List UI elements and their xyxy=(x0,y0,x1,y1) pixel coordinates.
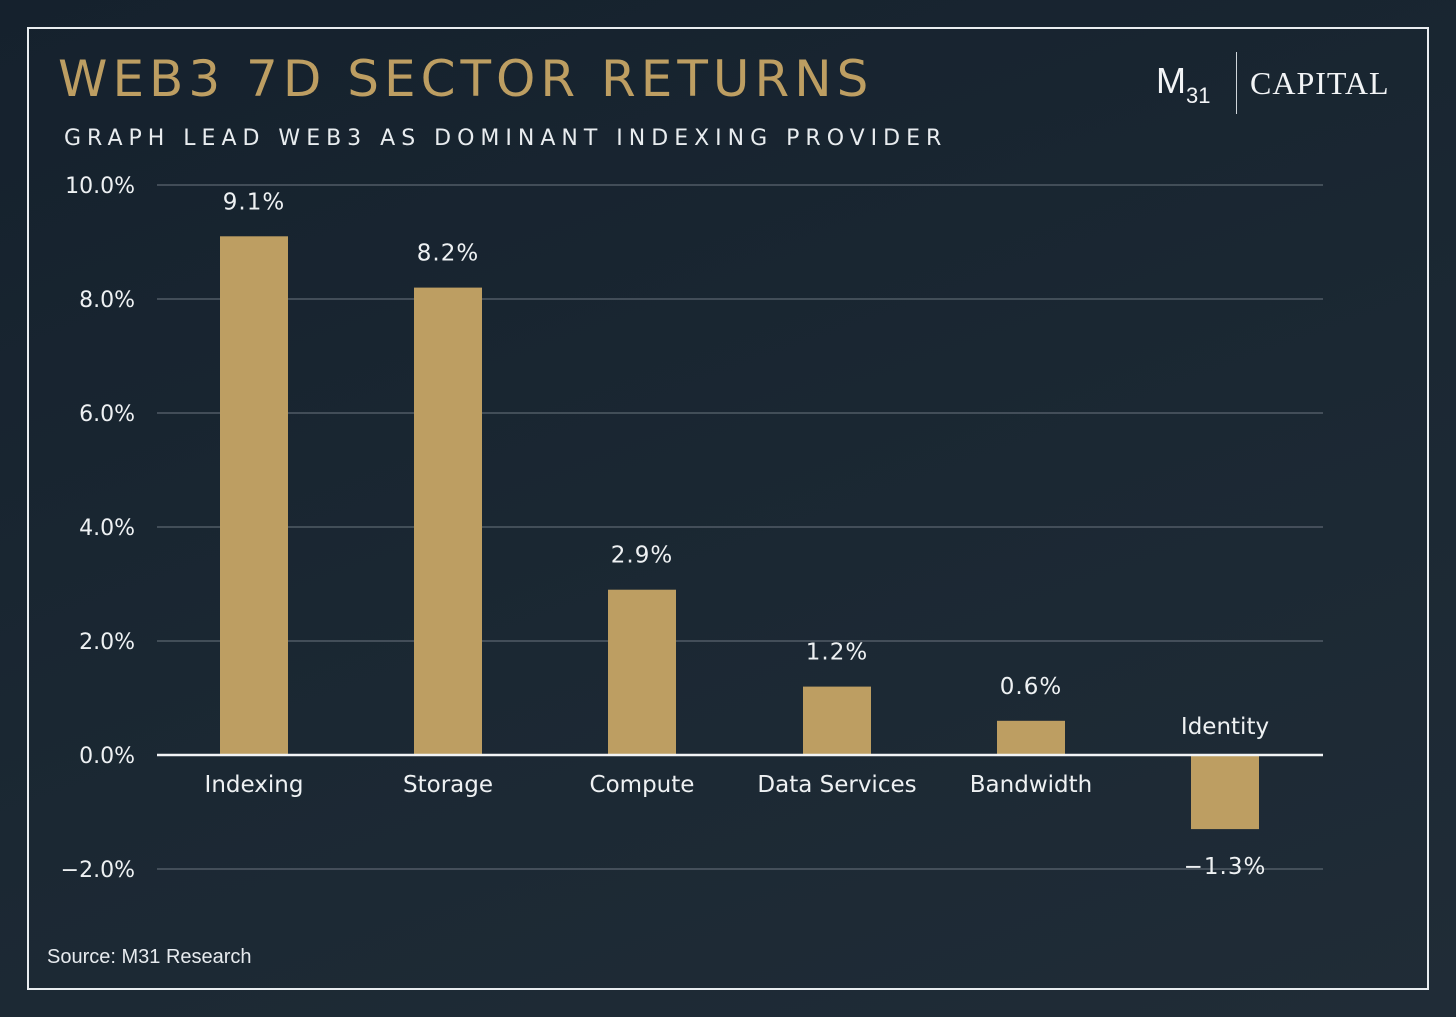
data-label: −1.3% xyxy=(1184,854,1267,880)
y-tick-label: 4.0% xyxy=(79,516,135,541)
data-label: 0.6% xyxy=(1000,674,1062,700)
logo-wordmark: CAPITAL xyxy=(1250,65,1390,101)
x-category-label: Storage xyxy=(403,772,493,798)
data-label: 1.2% xyxy=(806,640,868,666)
x-category-label: Bandwidth xyxy=(970,772,1092,798)
logo-mark-letter: M xyxy=(1156,60,1186,101)
x-category-label: Compute xyxy=(590,772,695,798)
data-label: 9.1% xyxy=(223,189,285,215)
bar xyxy=(220,236,288,756)
source-note: Source: M31 Research xyxy=(47,946,252,968)
bar xyxy=(1191,755,1259,830)
bar xyxy=(414,287,482,755)
logo-divider xyxy=(1236,52,1237,114)
data-label: 2.9% xyxy=(611,543,673,569)
m31-capital-logo: M31 CAPITAL xyxy=(1156,52,1396,116)
chart-subtitle: GRAPH LEAD WEB3 AS DOMINANT INDEXING PRO… xyxy=(64,126,948,151)
y-tick-label: 0.0% xyxy=(79,744,135,769)
frame-border xyxy=(27,27,1429,990)
data-label: 8.2% xyxy=(417,241,479,267)
x-category-label: Indexing xyxy=(205,772,304,798)
y-tick-label: 10.0% xyxy=(65,174,135,199)
bar xyxy=(803,686,871,755)
bar xyxy=(608,589,676,755)
y-tick-label: 2.0% xyxy=(79,630,135,655)
chart-title: WEB3 7D SECTOR RETURNS xyxy=(58,50,874,108)
bar xyxy=(997,720,1065,755)
y-tick-label: 6.0% xyxy=(79,402,135,427)
x-category-label: Data Services xyxy=(757,772,916,798)
y-tick-label: −2.0% xyxy=(61,858,135,883)
logo-mark-subscript: 31 xyxy=(1186,83,1211,108)
y-tick-label: 8.0% xyxy=(79,288,135,313)
x-category-label: Identity xyxy=(1181,714,1269,740)
logo-mark: M31 xyxy=(1156,60,1210,109)
